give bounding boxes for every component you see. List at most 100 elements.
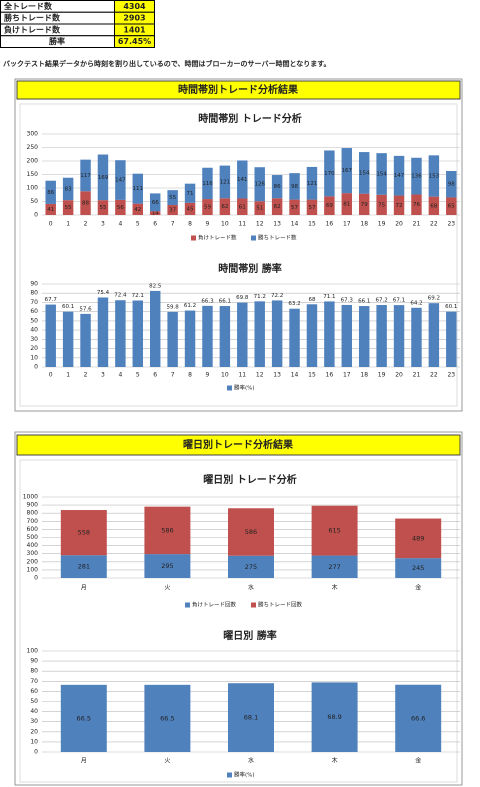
bar <box>411 157 422 195</box>
bar <box>271 175 283 199</box>
y-tick-label: 800 <box>27 510 39 517</box>
x-tick-label: 0 <box>49 221 53 228</box>
x-tick-label: 14 <box>291 221 299 228</box>
bar <box>395 558 442 578</box>
legend-swatch <box>185 602 190 608</box>
data-label: 45 <box>187 206 194 212</box>
bar <box>271 300 283 367</box>
bar <box>219 306 231 367</box>
data-label: 69 <box>326 203 333 209</box>
data-label: 245 <box>412 564 424 572</box>
section-header <box>16 80 461 100</box>
x-tick-label: 1 <box>66 221 70 228</box>
bar <box>428 155 440 197</box>
bar <box>306 304 318 367</box>
data-label: 558 <box>78 529 90 537</box>
bar <box>132 203 144 215</box>
data-label: 72.4 <box>114 293 127 299</box>
bar <box>289 199 300 215</box>
data-label: 169 <box>98 175 109 181</box>
bar <box>254 167 265 202</box>
bar <box>132 173 144 204</box>
data-label: 67.3 <box>341 297 354 303</box>
data-label: 167 <box>342 168 353 174</box>
y-tick-label: 50 <box>30 698 38 705</box>
bar <box>60 510 107 556</box>
bar <box>60 684 107 752</box>
x-tick-label: 8 <box>188 372 192 379</box>
x-tick-label: 4 <box>118 221 122 228</box>
table-value: 67.45% <box>118 37 151 46</box>
x-tick-label: 水 <box>248 584 254 592</box>
y-tick-label: 10 <box>30 354 38 361</box>
bar <box>80 313 91 367</box>
data-label: 62 <box>221 204 228 210</box>
data-label: 615 <box>328 527 340 535</box>
bar <box>446 197 457 215</box>
data-label: 57 <box>308 205 315 211</box>
bar <box>254 301 265 367</box>
x-tick-label: 6 <box>153 221 157 228</box>
data-label: 42 <box>134 207 141 213</box>
x-tick-label: 金 <box>415 584 421 592</box>
y-tick-label: 0 <box>34 749 38 756</box>
data-label: 111 <box>133 186 144 192</box>
section-title: 時間帯別トレード分析結果 <box>178 83 299 96</box>
x-tick-label: 木 <box>332 584 338 592</box>
bar <box>428 303 440 367</box>
data-label: 59.8 <box>167 304 180 310</box>
bar <box>324 196 335 215</box>
data-label: 170 <box>324 171 335 177</box>
x-tick-label: 7 <box>171 221 175 228</box>
data-label: 66.6 <box>411 714 425 722</box>
y-tick-label: 90 <box>30 658 38 665</box>
bar <box>237 160 248 199</box>
x-tick-label: 21 <box>413 372 421 379</box>
x-tick-label: 5 <box>136 221 140 228</box>
data-label: 41 <box>47 207 54 213</box>
bar <box>311 682 358 752</box>
y-tick-label: 700 <box>27 518 39 525</box>
bar <box>144 506 191 555</box>
bar <box>237 198 248 215</box>
bar <box>393 155 405 196</box>
y-tick-label: 60 <box>30 308 38 315</box>
bar <box>184 202 196 215</box>
table-value: 1401 <box>123 25 146 34</box>
bar <box>428 196 440 215</box>
chart-title: 曜日別 勝率 <box>223 629 276 642</box>
data-label: 57 <box>291 205 298 211</box>
x-tick-label: 5 <box>136 372 140 379</box>
y-tick-label: 0 <box>34 212 38 219</box>
x-tick-label: 2 <box>84 221 88 228</box>
data-label: 147 <box>394 173 405 179</box>
y-tick-label: 200 <box>27 558 39 565</box>
bar <box>358 306 370 367</box>
bar <box>97 297 109 367</box>
bar <box>228 555 274 578</box>
data-label: 67.1 <box>393 298 405 304</box>
legend-swatch <box>191 235 196 241</box>
data-label: 14 <box>152 211 159 217</box>
bar <box>62 311 74 367</box>
data-label: 489 <box>412 534 424 542</box>
table-label: 勝ちトレード数 <box>4 13 61 23</box>
x-tick-label: 17 <box>343 372 351 379</box>
bar <box>228 508 274 556</box>
data-label: 61 <box>239 204 246 210</box>
data-label: 98 <box>291 184 298 190</box>
bar <box>311 555 358 578</box>
x-tick-label: 16 <box>326 372 334 379</box>
bar <box>411 307 422 367</box>
data-label: 71.1 <box>323 294 335 300</box>
bar <box>395 518 442 559</box>
x-tick-label: 15 <box>308 221 316 228</box>
data-label: 69.2 <box>428 296 440 302</box>
x-tick-label: 14 <box>291 372 299 379</box>
data-label: 57.6 <box>79 306 92 312</box>
y-tick-label: 40 <box>30 708 38 715</box>
data-label: 62 <box>274 204 281 210</box>
data-label: 64.2 <box>410 300 422 306</box>
bar <box>341 304 353 367</box>
